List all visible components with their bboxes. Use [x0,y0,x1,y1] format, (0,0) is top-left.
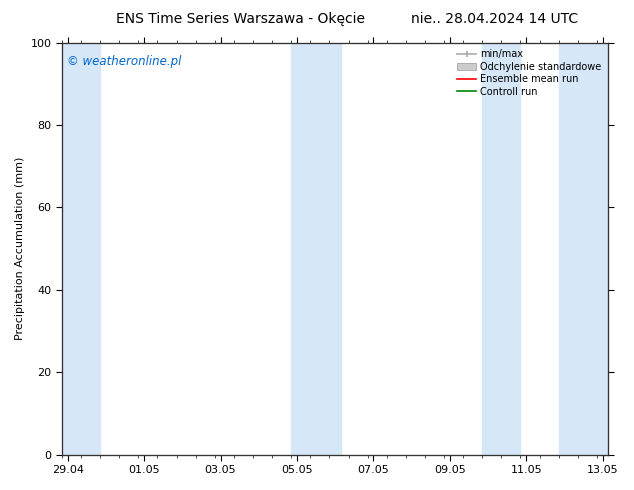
Bar [559,43,609,455]
Bar [291,43,316,455]
Bar [316,43,341,455]
Bar [482,43,521,455]
Text: ENS Time Series Warszawa - Okęcie: ENS Time Series Warszawa - Okęcie [117,12,365,26]
Bar [62,43,100,455]
Text: nie.. 28.04.2024 14 UTC: nie.. 28.04.2024 14 UTC [411,12,578,26]
Text: © weatheronline.pl: © weatheronline.pl [67,55,182,68]
Y-axis label: Precipitation Accumulation (mm): Precipitation Accumulation (mm) [15,157,25,340]
Legend: min/max, Odchylenie standardowe, Ensemble mean run, Controll run: min/max, Odchylenie standardowe, Ensembl… [455,48,604,98]
